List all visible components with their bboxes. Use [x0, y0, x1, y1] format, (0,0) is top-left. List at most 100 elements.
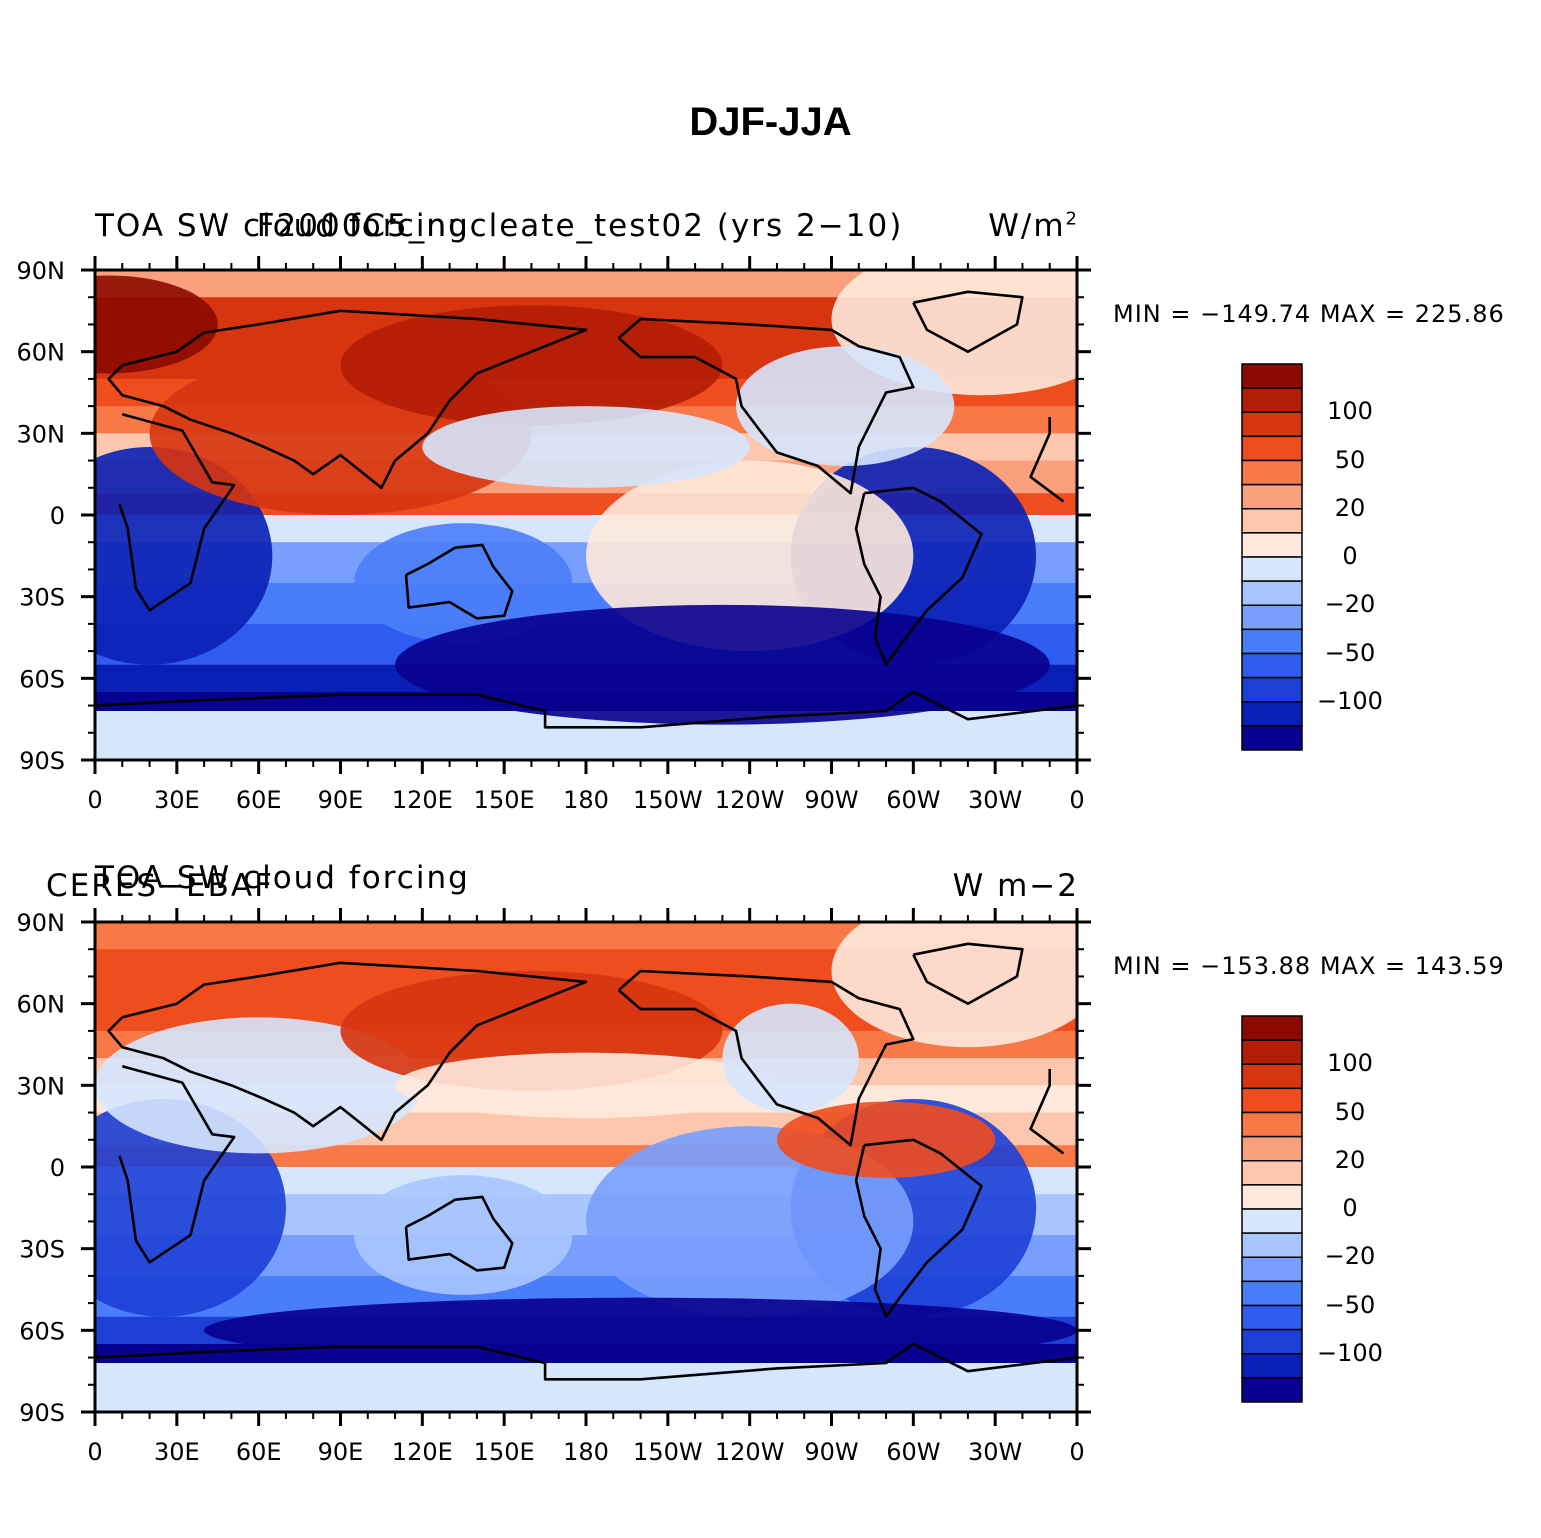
lat-tick-label: 90N — [17, 257, 66, 285]
lat-tick-label: 60N — [17, 339, 66, 367]
panel-units: W m−2 — [952, 868, 1079, 904]
lat-tick-label: 90N — [17, 909, 66, 937]
colorbar-box — [1241, 1353, 1303, 1379]
lon-tick-label: 120E — [392, 1438, 453, 1466]
lon-tick-label: 150W — [633, 786, 703, 814]
field-blob — [95, 1098, 286, 1317]
colorbar-label: 0 — [1342, 542, 1358, 570]
colorbar-box — [1241, 1135, 1303, 1162]
colorbar-label: 100 — [1327, 397, 1373, 426]
panel-center-label: CERES−EBAF — [46, 868, 274, 904]
lat-tick-label: 90S — [19, 747, 65, 775]
lon-tick-label: 60W — [886, 1438, 940, 1466]
panel-observations: TOA SW cloud forcing CERES−EBAF W m−2 MI… — [0, 852, 1541, 1492]
colorbar-box — [1241, 363, 1303, 389]
colorbar-label: −50 — [1324, 638, 1376, 667]
lon-tick-label: 30E — [154, 1438, 200, 1466]
field-blob — [395, 1052, 777, 1118]
colorbar-box — [1241, 580, 1303, 606]
colorbar-label: −20 — [1324, 1242, 1376, 1271]
coastline — [404, 1195, 514, 1272]
coastline — [617, 317, 915, 495]
colorbar-box — [1241, 1208, 1303, 1234]
colorbar-box — [1241, 435, 1303, 462]
colorbar-box — [1241, 1063, 1303, 1090]
colorbar-box — [1241, 1087, 1303, 1114]
field-band — [95, 711, 1077, 760]
colorbar-label: 20 — [1334, 493, 1366, 522]
lon-tick-label: 120W — [715, 786, 785, 814]
field-blob — [736, 346, 955, 466]
colorbar-box — [1241, 1232, 1303, 1258]
field-blob — [776, 1101, 996, 1178]
lon-tick-label: 60E — [236, 1438, 282, 1466]
map-plot: 90N 60N 30N 0 30S 60S 90S 0 30E 60E 90E 120E 150E 180… — [17, 256, 1091, 814]
lat-tick-label: 60S — [19, 1317, 65, 1345]
colorbar-box — [1241, 459, 1303, 486]
lon-tick-label: 0 — [1069, 786, 1084, 814]
lon-tick-label: 60E — [236, 786, 282, 814]
colorbar-box — [1241, 1280, 1303, 1307]
lon-tick-label: 0 — [87, 786, 102, 814]
colorbar-label: 100 — [1327, 1049, 1373, 1078]
lon-tick-label: 90E — [318, 1438, 364, 1466]
field-blob — [95, 275, 218, 374]
lon-tick-label: 120W — [715, 1438, 785, 1466]
colorbar-label: 0 — [1342, 1194, 1358, 1222]
lon-tick-label: 30W — [968, 1438, 1022, 1466]
field-blob — [354, 523, 573, 643]
field-blob — [586, 1126, 914, 1317]
lon-tick-label: 90E — [318, 786, 364, 814]
colorbar-box — [1241, 1304, 1303, 1331]
colorbar-label: 20 — [1334, 1145, 1366, 1174]
field-blob — [340, 305, 723, 426]
colorbar-box — [1241, 1160, 1303, 1186]
field-blob — [722, 1003, 859, 1113]
lon-tick-label: 180 — [563, 786, 609, 814]
colorbar-box — [1241, 701, 1303, 727]
colorbar-box — [1241, 1328, 1303, 1355]
lat-tick-label: 90S — [19, 1399, 65, 1427]
colorbar-box — [1241, 725, 1303, 751]
colorbar-label: 50 — [1334, 445, 1366, 474]
min-max-label: MIN = −149.74 MAX = 225.86 — [1113, 300, 1505, 328]
colorbar-box — [1241, 1039, 1303, 1065]
field-blob — [422, 406, 750, 488]
coastline — [118, 1065, 1065, 1264]
field-blob — [354, 1175, 573, 1295]
colorbar-label: −20 — [1324, 590, 1376, 619]
coastline — [107, 961, 588, 1142]
panel-center-label: F2000C5_nucleate_test02 (yrs 2−10) — [256, 208, 904, 244]
lon-tick-label: 150W — [633, 1438, 703, 1466]
field-blob — [204, 1297, 1077, 1363]
colorbar-box — [1241, 387, 1303, 413]
colorbar-box — [1241, 532, 1303, 558]
lat-tick-label: 60S — [19, 665, 65, 693]
colorbar-box — [1241, 628, 1303, 655]
field-layer — [95, 922, 1077, 1412]
field-layer — [95, 270, 1077, 760]
panel-model: TOA SW cloud forcing F2000C5_nucleate_te… — [0, 200, 1541, 840]
coastline — [617, 969, 915, 1147]
coastline — [912, 290, 1024, 353]
lat-tick-label: 30N — [17, 420, 66, 448]
colorbar-box — [1241, 1111, 1303, 1138]
lat-tick-label: 60N — [17, 991, 66, 1019]
colorbar-label: −50 — [1324, 1290, 1376, 1319]
colorbar-box — [1241, 1256, 1303, 1283]
lon-tick-label: 90W — [804, 1438, 858, 1466]
lat-tick-label: 30S — [19, 1236, 65, 1264]
colorbar-box — [1241, 483, 1303, 510]
lon-tick-label: 60W — [886, 786, 940, 814]
lon-tick-label: 180 — [563, 1438, 609, 1466]
coastline — [118, 413, 1065, 612]
coastline — [912, 942, 1024, 1005]
colorbar — [1241, 1015, 1303, 1403]
lon-tick-label: 150E — [474, 1438, 535, 1466]
colorbar-label: −100 — [1317, 1338, 1383, 1367]
panel-left-label: TOA SW cloud forcing — [95, 208, 470, 244]
colorbar-label: −100 — [1317, 686, 1383, 715]
lat-tick-label: 0 — [50, 1154, 65, 1182]
colorbar-box — [1241, 556, 1303, 582]
min-max-label: MIN = −153.88 MAX = 143.59 — [1113, 952, 1505, 980]
